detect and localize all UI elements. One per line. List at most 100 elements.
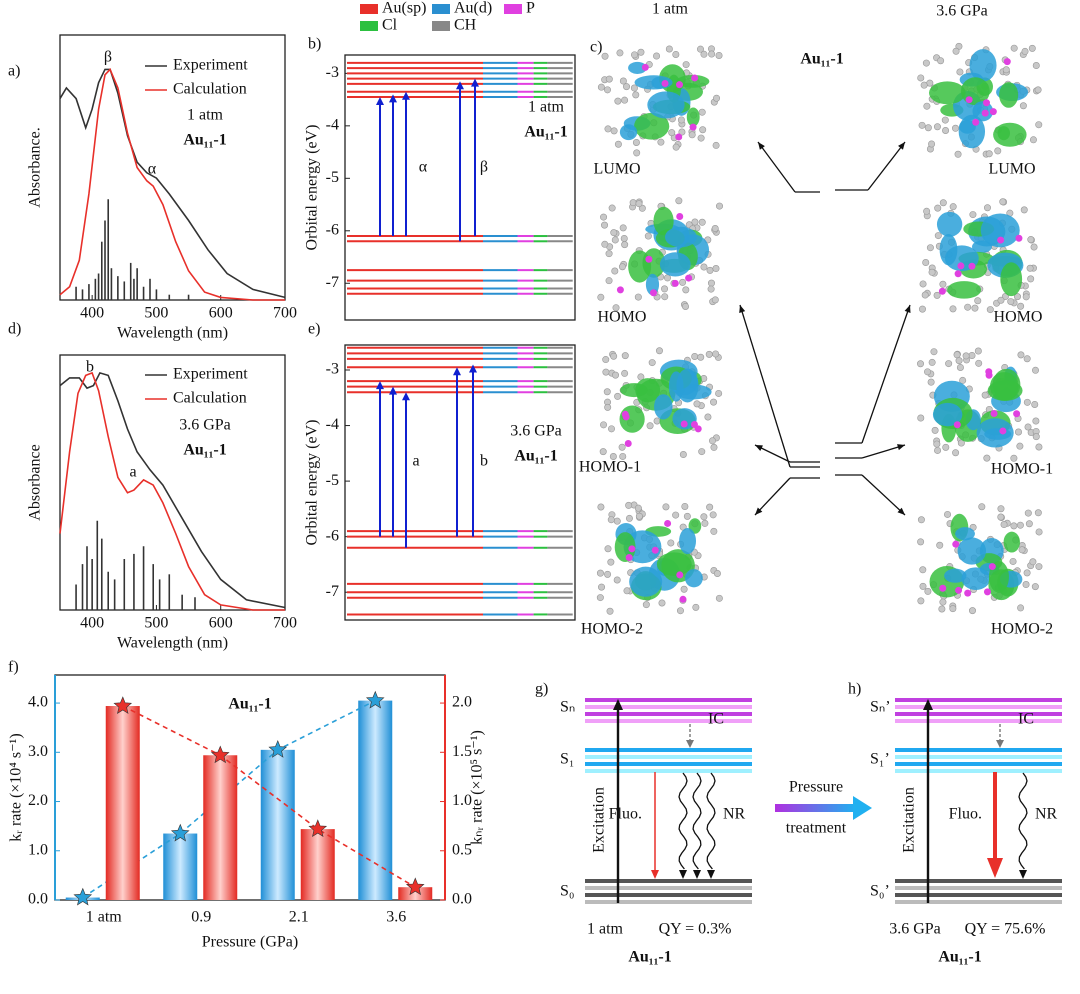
arrow-head xyxy=(758,142,765,150)
atom xyxy=(603,86,611,94)
orbital-lobe xyxy=(654,394,673,420)
y-tick-label: 0.0 xyxy=(452,891,472,908)
orbital-lobe xyxy=(1003,531,1020,553)
atom xyxy=(921,291,929,299)
atom xyxy=(934,232,942,240)
atom xyxy=(680,585,688,593)
p-atom xyxy=(964,589,972,597)
atom xyxy=(597,83,605,91)
star-marker xyxy=(268,740,288,758)
atom xyxy=(942,126,950,134)
atom xyxy=(1027,275,1035,283)
p-atom xyxy=(997,236,1005,244)
atom xyxy=(610,127,618,135)
arrow-head xyxy=(996,740,1004,748)
p-atom xyxy=(989,108,997,116)
y-tick-label: 3.0 xyxy=(28,743,48,760)
legend-label: Cl xyxy=(382,17,398,34)
atom xyxy=(607,516,615,524)
orbital-lobe xyxy=(619,405,645,433)
p-atom xyxy=(690,421,698,429)
atom xyxy=(701,519,709,527)
column-title: 3.6 GPa xyxy=(936,3,988,20)
p-atom xyxy=(990,409,998,417)
nr-arrow xyxy=(1018,772,1028,870)
axes-frame xyxy=(344,344,576,621)
p-atom xyxy=(671,279,679,287)
arrow-head xyxy=(376,96,384,105)
orbital-lobe xyxy=(947,281,982,299)
atom xyxy=(621,96,629,104)
star-marker xyxy=(210,745,230,764)
panel-label: h) xyxy=(848,681,861,698)
atom xyxy=(952,47,960,55)
arrow-head xyxy=(469,364,477,373)
atom xyxy=(1022,293,1030,301)
bar xyxy=(203,755,238,900)
p-atom xyxy=(676,571,684,579)
p-atom xyxy=(972,118,980,126)
x-tick-label: 700 xyxy=(273,615,297,632)
column-title: 1 atm xyxy=(652,1,689,18)
p-atom xyxy=(680,420,688,428)
state-label: S₀’ xyxy=(870,883,890,900)
atom xyxy=(945,360,953,368)
atom xyxy=(1035,443,1043,451)
atom xyxy=(605,75,613,83)
orbital-lobe xyxy=(686,107,700,127)
atom xyxy=(956,68,964,76)
atom xyxy=(621,352,629,360)
legend-label: Calculation xyxy=(173,390,247,407)
atom xyxy=(923,102,931,110)
axes-frame xyxy=(59,354,286,611)
x-axis-label: Pressure (GPa) xyxy=(202,934,298,951)
atom xyxy=(706,503,714,511)
p-atom xyxy=(954,270,962,278)
axes-frame xyxy=(344,54,576,321)
quantum-yield: QY = 75.6% xyxy=(965,921,1046,938)
atom xyxy=(997,505,1005,513)
peak-label: a xyxy=(129,464,136,481)
panel-label: g) xyxy=(535,681,548,698)
atom xyxy=(613,517,621,525)
arrow-head xyxy=(897,507,905,515)
bar xyxy=(358,700,393,900)
atom xyxy=(923,207,931,215)
bar xyxy=(398,887,433,900)
p-atom xyxy=(953,421,961,429)
panel-label: a) xyxy=(8,63,20,80)
atom xyxy=(964,303,972,311)
process-label: treatment xyxy=(786,820,847,837)
process-label: Fluo. xyxy=(609,806,642,823)
atom xyxy=(625,514,633,522)
orbital-lobe xyxy=(993,122,1027,147)
arrow-head xyxy=(686,740,694,748)
x-tick-label: 700 xyxy=(273,305,297,322)
atom xyxy=(630,84,638,92)
orbital-lobe xyxy=(980,213,1020,248)
molecule-image xyxy=(917,42,1043,158)
atom xyxy=(952,449,960,457)
atom xyxy=(677,116,685,124)
star-marker xyxy=(73,887,93,906)
atom xyxy=(917,538,925,546)
y-tick-label: -6 xyxy=(326,221,339,238)
orbital-name: HOMO-1 xyxy=(579,459,641,476)
atom xyxy=(663,274,671,282)
orbital-name: LUMO xyxy=(593,161,640,178)
atom xyxy=(607,558,615,566)
compound: Au₁₁-1 xyxy=(183,442,226,459)
arrow-head xyxy=(755,507,763,515)
atom xyxy=(602,368,610,376)
legend-label: CH xyxy=(454,17,477,34)
atom xyxy=(917,360,925,368)
p-atom xyxy=(675,133,683,141)
atom xyxy=(635,512,643,520)
spectrum-line xyxy=(59,371,285,611)
p-atom xyxy=(676,212,684,220)
atom xyxy=(601,240,609,248)
atom xyxy=(949,605,957,613)
atom xyxy=(1022,581,1030,589)
atom xyxy=(1024,423,1032,431)
atom xyxy=(1029,136,1037,144)
